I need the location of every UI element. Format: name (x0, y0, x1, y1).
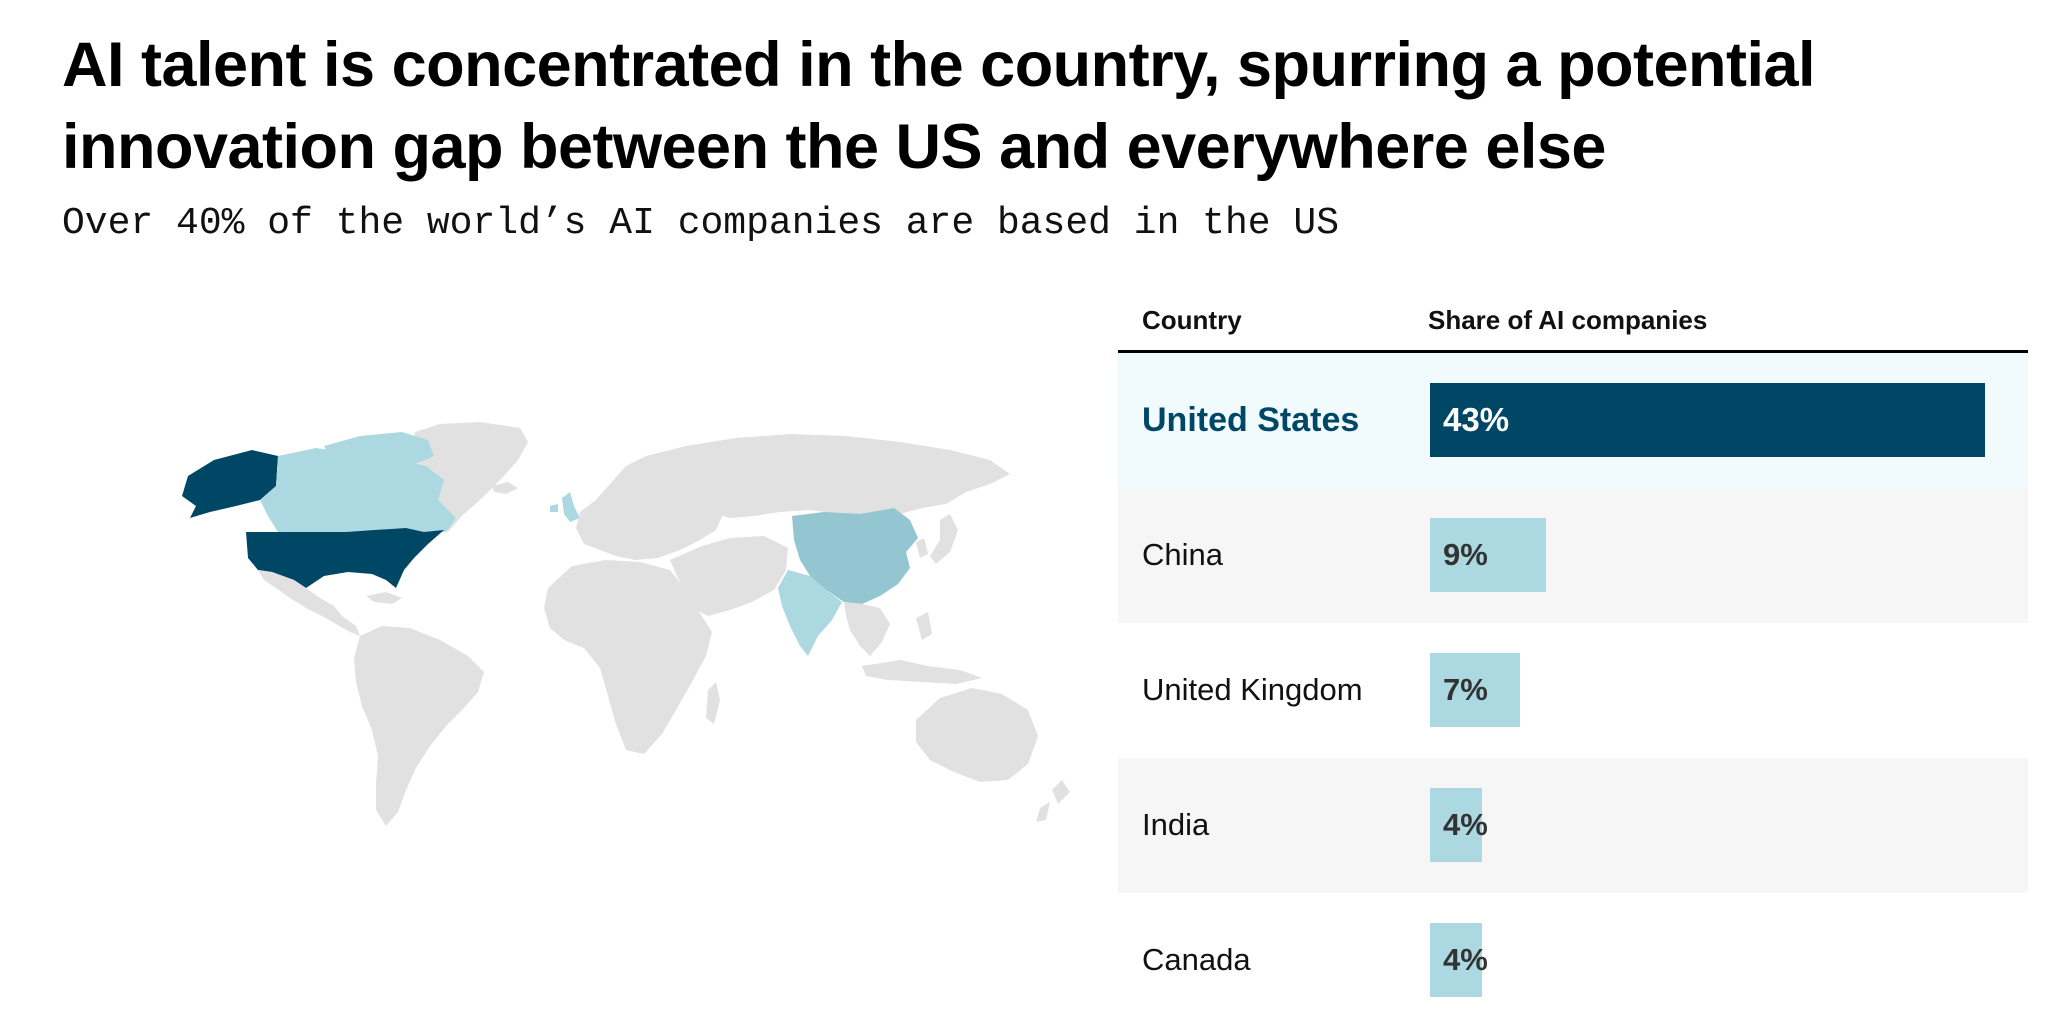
share-bar (1430, 653, 1520, 727)
map-russia (646, 434, 1010, 518)
share-value-label: 7% (1443, 672, 1488, 707)
table-row: United States 43% (1118, 353, 2028, 488)
table-header: Country Share of AI companies (1118, 292, 2028, 353)
country-label: India (1142, 807, 1210, 842)
share-bar (1430, 923, 1482, 997)
table-row: Canada 4% (1118, 893, 2028, 1028)
share-value-label: 43% (1443, 401, 1510, 438)
map-southeast-asia (844, 602, 890, 656)
table-body: United States 43% China 9% United Kingdom 7% I… (1118, 353, 2028, 1028)
map-alaska (182, 450, 278, 518)
bar-track: 4% (1430, 788, 1985, 862)
country-label: United States (1142, 401, 1360, 439)
column-header-share: Share of AI companies (1428, 305, 1708, 335)
map-japan (930, 514, 958, 564)
map-middle-east (670, 536, 788, 616)
world-map (110, 420, 1100, 880)
country-label: United Kingdom (1142, 672, 1363, 707)
share-bar (1430, 383, 1985, 457)
map-new-zealand (1036, 780, 1070, 822)
bar-track: 9% (1430, 518, 1985, 592)
map-united-states (246, 528, 444, 588)
chart-title: AI talent is concentrated in the country… (62, 30, 1816, 182)
table-row: China 9% (1118, 488, 2028, 623)
map-africa (544, 560, 712, 754)
ai-companies-table: Country Share of AI companies United Sta… (1118, 292, 2028, 1028)
map-iceland (492, 482, 518, 494)
map-korea (916, 538, 928, 558)
map-china (792, 508, 918, 604)
map-indonesia (862, 612, 982, 684)
map-south-america (354, 626, 484, 826)
table-row: India 4% (1118, 758, 2028, 893)
map-madagascar (706, 682, 720, 724)
share-value-label: 4% (1443, 807, 1488, 842)
map-united-kingdom (550, 492, 580, 522)
share-value-label: 9% (1443, 537, 1488, 572)
bar-track: 43% (1430, 383, 1985, 457)
country-label: China (1142, 537, 1223, 572)
map-caribbean (366, 592, 402, 604)
world-map-svg (182, 422, 1070, 826)
map-india (778, 570, 842, 656)
bar-track: 7% (1430, 653, 1985, 727)
share-bar (1430, 518, 1546, 592)
chart-subtitle: Over 40% of the world’s AI companies are… (62, 202, 1340, 245)
map-mexico (258, 570, 360, 636)
table-row: United Kingdom 7% (1118, 623, 2028, 758)
bar-track: 4% (1430, 923, 1985, 997)
column-header-country: Country (1142, 305, 1242, 335)
map-canada (260, 448, 456, 532)
share-bar (1430, 788, 1482, 862)
country-label: Canada (1142, 942, 1251, 977)
share-value-label: 4% (1443, 942, 1488, 977)
map-australia (916, 688, 1038, 782)
